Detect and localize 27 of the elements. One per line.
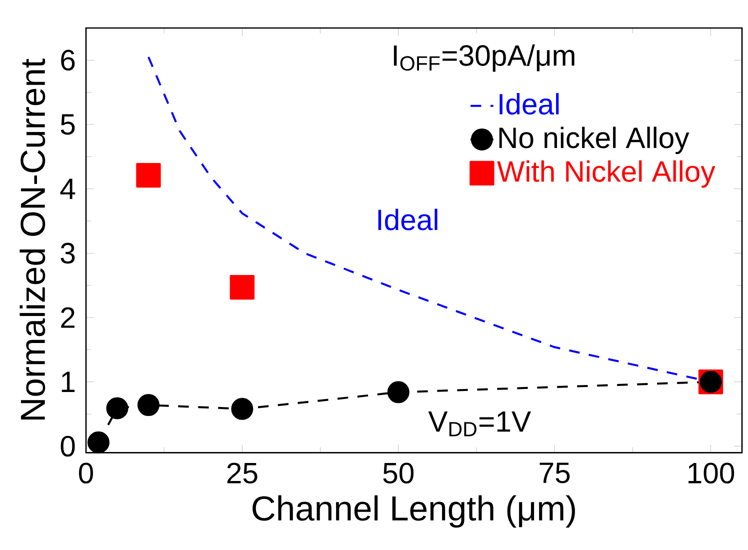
point: [231, 398, 254, 420]
y-tick-label: 6: [61, 50, 75, 71]
y-tick-label: 5: [60, 114, 75, 135]
y-tick-label: 0: [60, 436, 75, 457]
y-tick-label: 2: [61, 307, 74, 328]
point: [137, 394, 160, 416]
point: [230, 274, 255, 300]
y-axis-title: Normalized ON-Current: [20, 58, 46, 420]
legend-label: With Nickel Alloy: [497, 160, 716, 188]
y-tick-label: 3: [60, 242, 75, 264]
point: [88, 431, 110, 454]
legend-label: Ideal: [500, 93, 559, 115]
y-tick-label: 1: [62, 372, 75, 392]
point: [387, 381, 410, 404]
y-tick-label: 4: [60, 178, 76, 199]
x-tick-label: 25: [227, 462, 258, 484]
x-tick-label: 75: [540, 462, 570, 484]
legend-label: No nickel Alloy: [499, 126, 690, 154]
x-tick-label: 100: [688, 462, 734, 484]
x-tick-label: 50: [383, 462, 414, 484]
annotation: Ideal: [378, 208, 438, 230]
x-axis-title: Channel Length (μm): [252, 495, 575, 528]
annotation: I$_{OFF}$=30pA/μm: [394, 44, 574, 72]
point: [136, 163, 161, 188]
annotation: V$_{DD}$=1V: [428, 411, 531, 436]
point: [106, 397, 128, 420]
x-tick-label: 0: [78, 462, 94, 484]
